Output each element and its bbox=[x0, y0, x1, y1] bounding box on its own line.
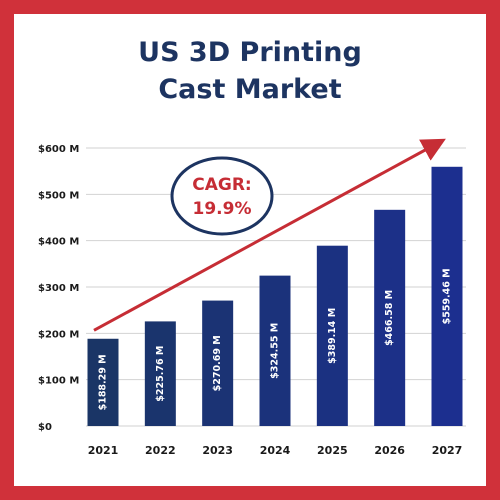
bar bbox=[87, 338, 119, 426]
x-tick-label: 2022 bbox=[145, 444, 176, 457]
chart-title: US 3D Printing Cast Market bbox=[14, 34, 486, 108]
bar-value-label: $188.29 M bbox=[98, 354, 109, 410]
bar bbox=[202, 300, 234, 426]
cagr-ellipse bbox=[170, 156, 274, 236]
bar bbox=[374, 209, 406, 426]
bar bbox=[316, 245, 348, 426]
x-tick-label: 2023 bbox=[202, 444, 233, 457]
bar-value-label: $225.76 M bbox=[155, 346, 166, 402]
x-tick-label: 2024 bbox=[260, 444, 291, 457]
y-tick-label: $300 M bbox=[38, 283, 79, 294]
y-tick-label: $0 bbox=[38, 422, 52, 433]
bar-value-label: $559.46 M bbox=[442, 268, 453, 324]
trend-arrow bbox=[93, 138, 446, 332]
bar-value-label: $466.58 M bbox=[384, 290, 395, 346]
y-tick-label: $500 M bbox=[38, 190, 79, 201]
bar-value-label: $389.14 M bbox=[327, 308, 338, 364]
chart-title-line-2: Cast Market bbox=[158, 74, 342, 105]
bar bbox=[259, 275, 291, 426]
chart-title-line-1: US 3D Printing bbox=[138, 37, 362, 68]
x-tick-label: 2021 bbox=[88, 444, 119, 457]
bar-value-label: $270.69 M bbox=[212, 335, 223, 391]
x-tick-label: 2026 bbox=[374, 444, 405, 457]
cagr-label: CAGR: bbox=[192, 175, 251, 195]
y-tick-label: $600 M bbox=[38, 144, 79, 155]
y-tick-label: $200 M bbox=[38, 329, 79, 340]
x-tick-label: 2025 bbox=[317, 444, 348, 457]
y-tick-label: $400 M bbox=[38, 237, 79, 248]
bar-value-label: $324.55 M bbox=[270, 323, 281, 379]
y-tick-label: $100 M bbox=[38, 376, 79, 387]
bar bbox=[431, 166, 463, 426]
cagr-value: 19.9% bbox=[193, 199, 252, 219]
x-tick-label: 2027 bbox=[432, 444, 463, 457]
bar bbox=[144, 321, 176, 426]
